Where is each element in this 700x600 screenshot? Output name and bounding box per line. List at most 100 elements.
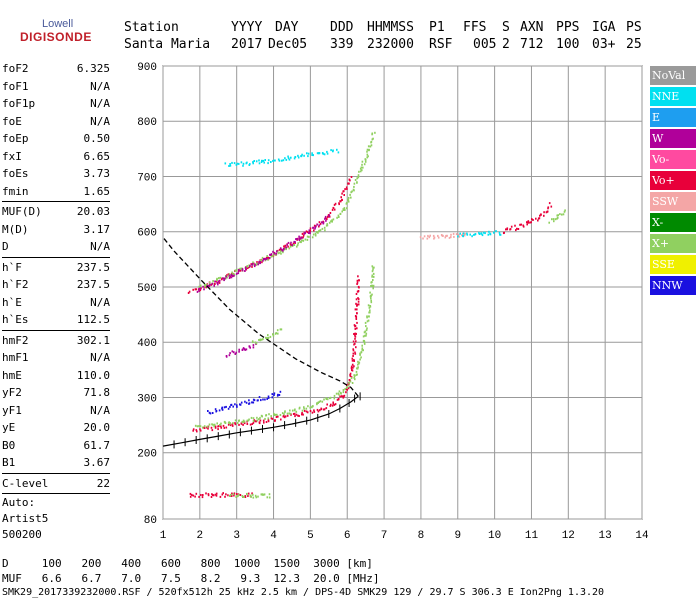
echo-point bbox=[347, 182, 349, 185]
param-value: 1.65 bbox=[83, 184, 111, 198]
echo-point bbox=[258, 339, 260, 341]
echo-point bbox=[466, 233, 469, 236]
echo-point bbox=[192, 429, 194, 432]
echo-point bbox=[318, 224, 321, 227]
echo-point bbox=[232, 493, 235, 496]
echo-point bbox=[457, 235, 459, 238]
echo-point bbox=[330, 220, 332, 223]
echo-point bbox=[320, 408, 323, 411]
param-value: 110.0 bbox=[76, 368, 110, 382]
echo-point bbox=[229, 495, 231, 497]
echo-point bbox=[257, 263, 259, 266]
y-tick-label: 400 bbox=[137, 338, 157, 350]
echo-point bbox=[553, 220, 555, 223]
echo-point bbox=[302, 234, 305, 237]
echo-point bbox=[211, 423, 213, 426]
echo-point bbox=[350, 191, 352, 194]
echo-point bbox=[316, 152, 319, 155]
echo-point bbox=[314, 227, 316, 230]
echo-point bbox=[355, 346, 357, 349]
echo-point bbox=[233, 494, 235, 497]
echo-point bbox=[225, 493, 227, 496]
echo-point bbox=[267, 420, 270, 423]
echo-point bbox=[356, 373, 358, 376]
echo-point bbox=[258, 162, 261, 165]
echo-point bbox=[230, 495, 233, 497]
echo-point bbox=[258, 422, 261, 425]
echo-point bbox=[267, 419, 270, 422]
echo-point bbox=[214, 408, 217, 411]
echo-point bbox=[362, 166, 364, 169]
echo-point bbox=[235, 493, 238, 495]
echo-point bbox=[314, 234, 317, 237]
echo-point bbox=[335, 392, 338, 395]
autoscaling-line: 500200 bbox=[2, 528, 42, 541]
echo-point bbox=[280, 250, 282, 253]
echo-point bbox=[317, 410, 320, 413]
echo-point bbox=[331, 208, 334, 211]
echo-point bbox=[223, 426, 226, 429]
echo-point bbox=[221, 493, 224, 496]
echo-point bbox=[463, 234, 466, 237]
echo-point bbox=[356, 290, 359, 293]
echo-point bbox=[206, 425, 209, 428]
echo-point bbox=[240, 422, 243, 425]
param-row: M(D) 3.17 bbox=[2, 221, 110, 239]
param-value: N/A bbox=[90, 351, 110, 364]
header-value: 339 bbox=[330, 37, 354, 52]
echo-point bbox=[306, 235, 309, 238]
echo-point bbox=[263, 161, 265, 164]
echo-point bbox=[345, 186, 348, 189]
y-tick-label: 300 bbox=[137, 393, 157, 405]
legend-item: NNE bbox=[650, 87, 696, 108]
echo-point bbox=[350, 367, 353, 370]
echo-point bbox=[344, 388, 346, 391]
echo-point bbox=[337, 392, 340, 395]
echo-point bbox=[522, 224, 524, 227]
echo-point bbox=[271, 417, 274, 420]
echo-point bbox=[277, 415, 279, 418]
echo-point bbox=[265, 258, 267, 261]
echo-point bbox=[481, 234, 484, 237]
echo-point bbox=[237, 495, 239, 498]
parameters-panel: foF2 6.325 foF1 N/A foF1p N/A foE N/A foEp 0.50 fx… bbox=[2, 60, 110, 543]
echo-point bbox=[267, 162, 269, 165]
echo-point bbox=[354, 352, 357, 355]
echo-point bbox=[284, 415, 287, 418]
echo-point bbox=[250, 416, 253, 419]
echo-point bbox=[279, 247, 282, 250]
echo-point bbox=[529, 221, 531, 224]
echo-point bbox=[354, 308, 357, 311]
echo-point bbox=[276, 329, 279, 332]
echo-point bbox=[245, 348, 248, 351]
echo-point bbox=[550, 205, 553, 208]
param-separator bbox=[2, 256, 110, 258]
echo-point bbox=[241, 269, 244, 272]
echo-point bbox=[562, 213, 565, 216]
param-value: 302.1 bbox=[76, 333, 110, 347]
echo-point bbox=[251, 401, 253, 404]
echo-point bbox=[242, 347, 245, 350]
echo-point bbox=[271, 393, 274, 396]
echo-point bbox=[254, 263, 256, 266]
echo-point bbox=[286, 414, 289, 417]
echo-point bbox=[372, 275, 375, 278]
echo-point bbox=[318, 152, 321, 155]
echo-point bbox=[306, 231, 309, 234]
echo-point bbox=[233, 274, 235, 277]
echo-point bbox=[309, 232, 311, 235]
echo-point bbox=[281, 249, 283, 252]
param-name: h`F2 bbox=[2, 278, 29, 291]
echo-point bbox=[242, 423, 244, 426]
echo-point bbox=[273, 253, 275, 256]
echo-point bbox=[300, 241, 302, 244]
echo-point bbox=[349, 179, 351, 182]
echo-point bbox=[347, 196, 350, 199]
echo-point bbox=[297, 156, 300, 159]
echo-point bbox=[255, 496, 258, 499]
echo-point bbox=[208, 285, 211, 288]
echo-point bbox=[234, 423, 237, 426]
echo-point bbox=[535, 217, 537, 220]
echo-point bbox=[296, 244, 299, 247]
echo-point bbox=[299, 241, 301, 243]
